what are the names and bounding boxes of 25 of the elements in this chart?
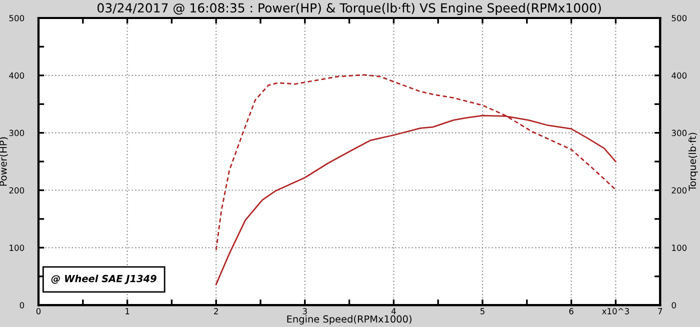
y2-tick-label: 200 xyxy=(672,187,687,194)
y-tick-label: 200 xyxy=(9,187,24,194)
y-tick-label: 100 xyxy=(10,244,24,251)
x-tick-label: 7 xyxy=(658,308,662,314)
chart-title: 03/24/2017 @ 16:08:35 : Power(HP) & Torque(lb·ft) VS Engine Speed(RPMx1000) xyxy=(98,2,601,16)
y2-tick-label: 400 xyxy=(672,72,687,79)
x-axis-title: Engine Speed(RPMx1000) xyxy=(287,315,412,325)
x-tick-label: 0 xyxy=(36,308,41,314)
y-tick-label: 300 xyxy=(9,130,24,136)
x-tick-label: 5 xyxy=(480,308,484,314)
y2-tick-label: 0 xyxy=(672,302,676,308)
y2-axis-title: Torque(lb·ft) xyxy=(688,132,698,192)
y2-tick-label: 100 xyxy=(672,244,687,251)
x-tick-label: 2 xyxy=(214,308,218,314)
x-tick-label: 4 xyxy=(391,308,396,314)
y-tick-label: 0 xyxy=(20,302,24,308)
x-tick-label: 1 xyxy=(126,308,130,314)
annotation: @ Wheel SAE J1349 xyxy=(51,274,156,284)
x-tick-label: 6 xyxy=(569,308,574,314)
y2-tick-label: 300 xyxy=(672,130,687,136)
y2-tick-label: 500 xyxy=(672,14,687,22)
y-tick-label: 500 xyxy=(9,14,24,22)
y-tick-label: 400 xyxy=(9,72,24,79)
x-tick-label: 3 xyxy=(302,308,307,314)
x-tick-label: x10^3 xyxy=(602,308,629,314)
